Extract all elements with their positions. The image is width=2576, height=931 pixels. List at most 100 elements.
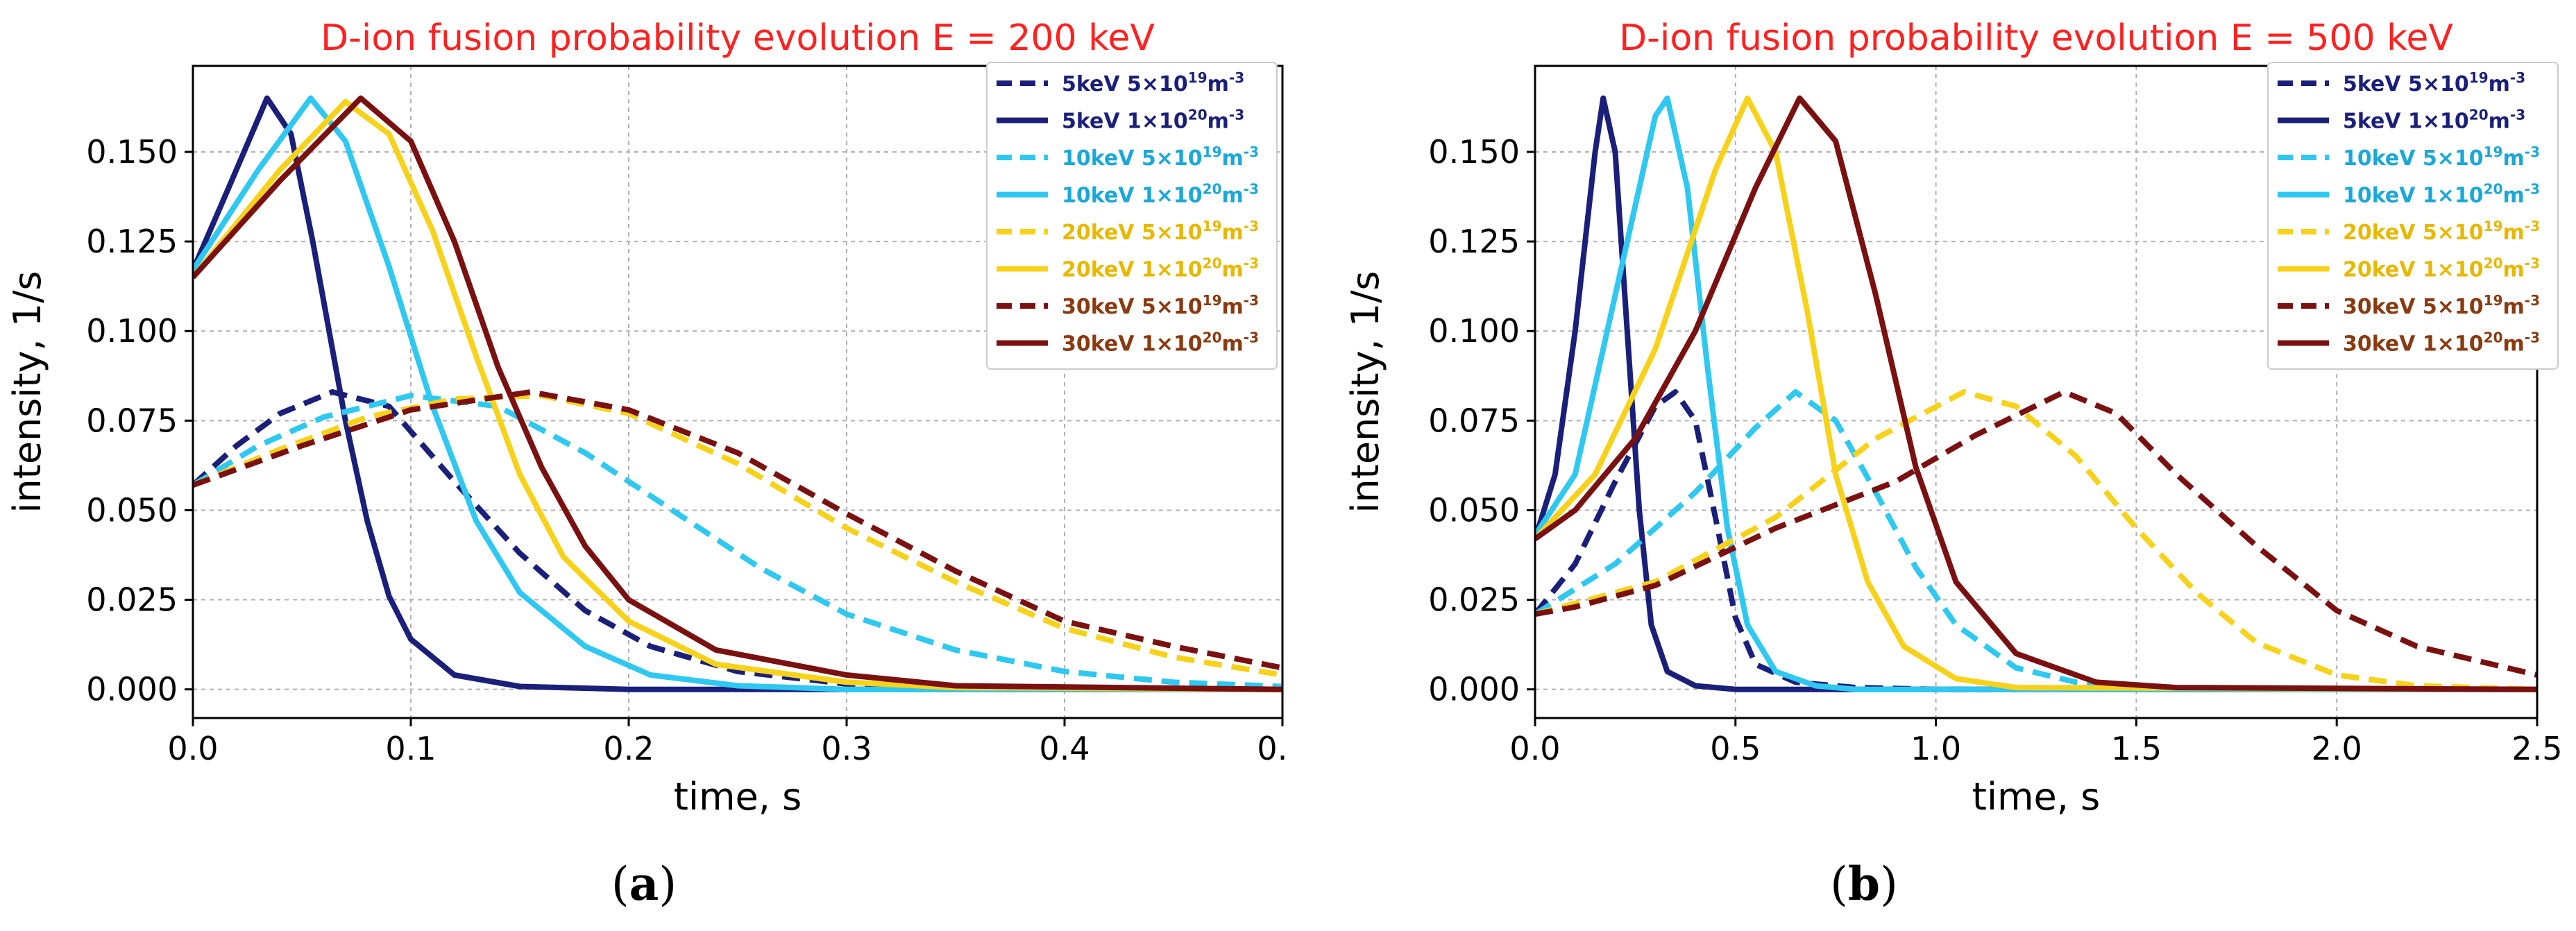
legend-energy: 10keV	[1062, 146, 1142, 171]
legend-density-unit-exp: -3	[1244, 255, 1259, 272]
legend-energy: 30keV	[2343, 295, 2423, 319]
chart-title: D-ion fusion probability evolution E = 2…	[321, 17, 1155, 59]
legend-density-exp: 20	[1203, 255, 1222, 272]
legend-density-exp: 20	[2484, 330, 2503, 346]
legend-density-base: 1×10	[1127, 110, 1188, 134]
legend-density-unit: m	[1222, 184, 1244, 208]
x-tick-label: 0.1	[385, 730, 436, 767]
legend-density-unit: m	[2503, 295, 2525, 319]
legend-energy: 20keV	[2343, 221, 2423, 245]
series-group	[193, 95, 1282, 692]
legend-energy: 30keV	[2343, 332, 2423, 357]
legend-density-unit-exp: -3	[2525, 255, 2540, 272]
legend-label-10_n2: 10keV 1×1020m-3	[2343, 181, 2540, 208]
subfigure-label-b-text: b	[1847, 857, 1881, 911]
legend-density-unit-exp: -3	[2525, 144, 2540, 160]
legend-box	[2267, 62, 2559, 370]
legend-label-30_n1: 30keV 5×1019m-3	[2343, 292, 2540, 319]
series-line-30_n2	[1535, 95, 2537, 692]
legend-density-exp: 20	[2484, 181, 2503, 198]
legend-density-base: 5×10	[2423, 146, 2484, 171]
y-tick-label: 0.050	[1428, 491, 1520, 529]
legend-density-unit-exp: -3	[1244, 144, 1259, 160]
legend-energy: 5keV	[2343, 72, 2408, 96]
legend-density-unit: m	[2503, 184, 2525, 208]
subfigure-label-a: (a)	[611, 857, 677, 911]
legend-density-exp: 19	[1203, 218, 1222, 234]
x-tick-label: 2.5	[2511, 730, 2562, 767]
x-tick-label: 0.2	[603, 730, 654, 767]
legend-density-unit-exp: -3	[2525, 330, 2540, 346]
legend-density-unit: m	[2503, 146, 2525, 171]
legend-density-exp: 19	[2484, 292, 2503, 309]
legend-label-20_n2: 20keV 1×1020m-3	[1062, 255, 1259, 282]
x-tick-label: 0.0	[167, 730, 218, 767]
y-tick-label: 0.075	[1428, 402, 1520, 439]
legend-label-5_n1: 5keV 5×1019m-3	[2343, 69, 2525, 96]
legend-label-20_n1: 20keV 5×1019m-3	[2343, 218, 2540, 245]
legend-density-unit: m	[1222, 295, 1244, 319]
chart-panel-b: D-ion fusion probability evolution E = 5…	[1288, 0, 2576, 931]
legend-density-unit: m	[1222, 146, 1244, 171]
legend-energy: 30keV	[1062, 332, 1142, 357]
legend-density-exp: 19	[2484, 144, 2503, 160]
y-tick-label: 0.025	[86, 581, 178, 619]
chart-svg-a: D-ion fusion probability evolution E = 2…	[6, 17, 1288, 819]
chart-title: D-ion fusion probability evolution E = 5…	[1619, 17, 2453, 59]
y-tick-label: 0.125	[86, 223, 178, 260]
legend-density-exp: 19	[1203, 292, 1222, 309]
legend-label-5_n1: 5keV 5×1019m-3	[1062, 69, 1244, 96]
series-line-5_n1	[193, 389, 1282, 692]
legend-density-unit: m	[1208, 110, 1229, 134]
series-line-30_n1	[1535, 389, 2537, 678]
legend-density-base: 1×10	[1142, 258, 1203, 282]
legend-density-base: 5×10	[1142, 146, 1203, 171]
legend-density-exp: 19	[1203, 144, 1222, 160]
x-tick-label: 0.5	[1257, 730, 1288, 767]
legend-density-unit: m	[2503, 221, 2525, 245]
legend-density-unit-exp: -3	[2525, 218, 2540, 234]
x-tick-label: 0.3	[821, 730, 872, 767]
legend-density-unit-exp: -3	[1244, 218, 1259, 234]
legend-box	[986, 62, 1278, 370]
series-line-5_n1	[1535, 389, 2537, 692]
legend-energy: 20keV	[1062, 258, 1142, 282]
series-line-20_n1	[1535, 389, 2537, 692]
x-tick-label: 0.4	[1039, 730, 1090, 767]
legend-density-base: 5×10	[1142, 221, 1203, 245]
y-tick-label: 0.075	[86, 402, 178, 439]
legend-density-base: 5×10	[2423, 295, 2484, 319]
legend-density-unit: m	[1222, 332, 1244, 357]
legend-density-unit: m	[1222, 258, 1244, 282]
series-line-20_n1	[193, 393, 1282, 678]
legend-density-base: 5×10	[2408, 72, 2469, 96]
y-tick-label: 0.125	[1428, 223, 1520, 260]
legend-density-unit-exp: -3	[1244, 292, 1259, 309]
series-line-30_n2	[193, 95, 1282, 692]
y-tick-label: 0.100	[86, 312, 178, 350]
x-tick-label: 0.5	[1710, 730, 1761, 767]
legend-energy: 5keV	[1062, 110, 1127, 134]
y-tick-label: 0.050	[86, 491, 178, 529]
legend-density-base: 5×10	[1127, 72, 1188, 96]
legend-density-base: 1×10	[1142, 184, 1203, 208]
legend-label-30_n2: 30keV 1×1020m-3	[1062, 330, 1259, 357]
series-line-30_n1	[193, 389, 1282, 671]
series-group	[1535, 95, 2537, 692]
legend-energy: 5keV	[1062, 72, 1127, 96]
legend-density-base: 5×10	[1142, 295, 1203, 319]
legend-density-base: 1×10	[2423, 258, 2484, 282]
y-axis-label: intensity, 1/s	[1344, 271, 1387, 513]
legend-density-exp: 20	[1203, 330, 1222, 346]
legend-label-30_n2: 30keV 1×1020m-3	[2343, 330, 2540, 357]
chart-svg-b: D-ion fusion probability evolution E = 5…	[1344, 17, 2563, 819]
y-tick-label: 0.000	[1428, 671, 1520, 708]
y-tick-label: 0.150	[86, 133, 178, 171]
legend-energy: 30keV	[1062, 295, 1142, 319]
legend-density-unit: m	[1222, 221, 1244, 245]
legend-energy: 20keV	[1062, 221, 1142, 245]
x-tick-label: 0.0	[1509, 730, 1560, 767]
legend-density-exp: 19	[2469, 69, 2489, 86]
y-tick-label: 0.150	[1428, 133, 1520, 171]
